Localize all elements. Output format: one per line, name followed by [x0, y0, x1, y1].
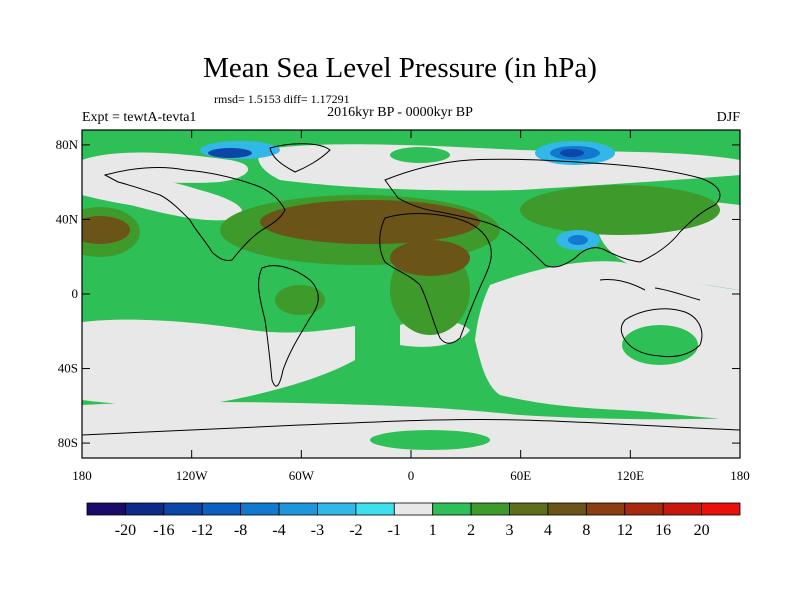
neutral-south-pacific — [82, 319, 355, 406]
colorbar-swatch — [201, 502, 242, 516]
olive-south-america — [275, 285, 325, 315]
coast-antarctica — [82, 418, 740, 436]
field-layer — [82, 130, 740, 458]
green-patches — [370, 147, 698, 450]
lon-label: 60E — [510, 468, 531, 483]
low-greenland-dark — [208, 148, 252, 158]
colorbar-label: 3 — [506, 522, 514, 539]
neutral-arctic-band — [258, 144, 740, 191]
coast-eurasia — [384, 158, 721, 268]
colorbar-swatch — [547, 502, 587, 516]
colorbar-swatch — [470, 502, 510, 516]
colorbar-swatch — [240, 502, 280, 516]
coast-africa — [379, 213, 492, 344]
colorbar-swatch — [278, 502, 318, 516]
low-tibet-dark — [568, 235, 588, 245]
neutral-southern-ocean — [82, 401, 740, 458]
colorbar-swatch — [163, 502, 203, 516]
colorbar-label: -2 — [349, 522, 362, 539]
colorbar-swatch — [393, 502, 434, 516]
colorbar-swatch — [355, 502, 395, 516]
lon-label: 120E — [617, 468, 645, 483]
season-label: DJF — [716, 110, 740, 125]
colorbar-label: -16 — [153, 522, 174, 539]
colorbar-label: -8 — [234, 522, 247, 539]
colorbar-swatch — [701, 502, 741, 516]
lon-label: 180 — [72, 468, 92, 483]
colorbar-swatch — [125, 502, 165, 516]
colorbar-swatch — [662, 502, 702, 516]
map-title: Mean Sea Level Pressure (in hPa) — [203, 52, 597, 84]
colorbar-swatch — [317, 502, 357, 516]
rmsd-stats: rmsd= 1.5153 diff= 1.17291 — [214, 92, 350, 106]
colorbar-label: 16 — [655, 522, 671, 539]
low-siberia-dark — [560, 149, 584, 157]
brown-pacific-high — [82, 216, 130, 244]
colorbar: -20 -16 -12 -8 -4 -3 -2 -1 1 2 3 4 8 12 16 20 — [86, 502, 741, 539]
colorbar-label: -12 — [192, 522, 213, 539]
colorbar-label: 12 — [617, 522, 633, 539]
colorbar-label: 8 — [582, 522, 590, 539]
green-patch-arctic — [390, 147, 450, 163]
brown-atlantic-high — [260, 200, 480, 244]
lon-label: 0 — [408, 468, 415, 483]
period-label: 2016kyr BP - 0000kyr BP — [327, 105, 473, 120]
coast-indonesia — [599, 279, 701, 301]
colorbar-swatch — [509, 502, 549, 516]
olive-asia — [520, 185, 720, 235]
lat-label: 80S — [58, 435, 78, 450]
neutral-indian-ocean — [475, 261, 740, 420]
colorbar-swatch — [585, 502, 626, 516]
colorbar-swatch — [624, 502, 664, 516]
lat-label: 0 — [72, 286, 79, 301]
colorbar-label: -3 — [311, 522, 324, 539]
coast-north-america — [103, 167, 286, 261]
coast-australia — [620, 308, 703, 358]
lat-label: 80N — [56, 137, 79, 152]
lat-label: 40N — [56, 211, 79, 226]
colorbar-swatch — [432, 502, 472, 516]
coast-south-america — [258, 265, 319, 387]
brown-africa — [390, 240, 470, 276]
colorbar-label: -1 — [388, 522, 401, 539]
colorbar-label: 2 — [467, 522, 475, 539]
coast-greenland — [269, 143, 331, 173]
lon-label: 180 — [730, 468, 750, 483]
colorbar-label: 1 — [429, 522, 437, 539]
lon-label: 120W — [176, 468, 209, 483]
colorbar-swatch — [86, 502, 126, 516]
lon-axis: 180 120W 60W 0 60E 120E 180 — [72, 130, 750, 483]
brown-regions — [82, 200, 480, 276]
lon-label: 60W — [289, 468, 315, 483]
coastlines — [82, 143, 740, 436]
green-patch-australia — [622, 325, 698, 365]
colorbar-label: 4 — [544, 522, 552, 539]
colorbar-label: -20 — [115, 522, 136, 539]
neutral-north-atlantic — [82, 175, 243, 221]
colorbar-label: -4 — [272, 522, 285, 539]
blue-regions — [200, 141, 615, 250]
colorbar-label: 20 — [694, 522, 710, 539]
lat-label: 40S — [58, 361, 78, 376]
lat-axis: 80N 40N 0 40S 80S — [56, 137, 740, 450]
experiment-label: Expt = tewtA-tevta1 — [82, 110, 197, 125]
green-patch-antarctic — [370, 430, 490, 450]
